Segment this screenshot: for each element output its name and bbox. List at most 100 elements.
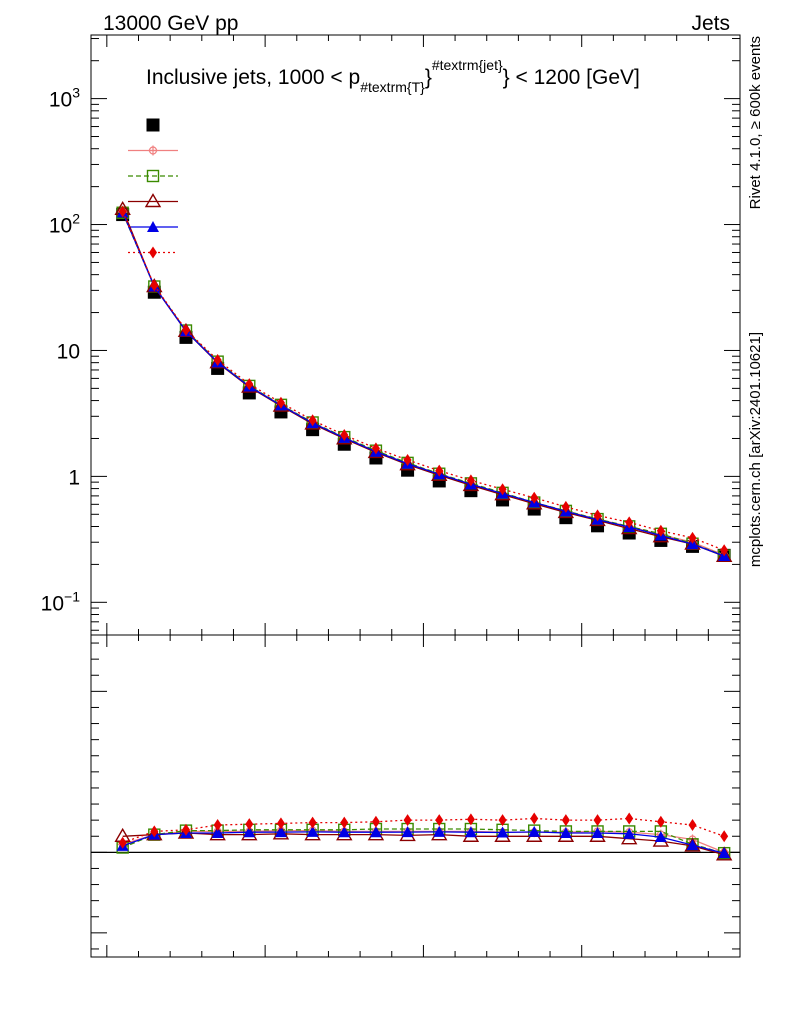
- series-herwig-7-2-1-default: [116, 206, 731, 562]
- legend-entry-herwig-7-2-1-default: [128, 169, 178, 183]
- series-sherpa-1-4-5-default: [118, 812, 729, 849]
- data-point-sherpa-1-4-5-default: [435, 464, 444, 477]
- main-ytick-label: 103: [49, 85, 80, 112]
- series-line-pythia-6-428-370: [122, 209, 725, 557]
- ytick-exponent: 3: [72, 85, 80, 101]
- data-point-pythia-8-315-default: [528, 825, 541, 837]
- ytick-base: 10: [49, 215, 72, 238]
- data-point-pythia-8-315-default: [591, 827, 604, 839]
- series-herwig-7-2-1-default: [116, 822, 731, 860]
- main-ytick-label: 1: [68, 466, 80, 489]
- data-point-pythia-8-315-default: [338, 826, 351, 838]
- series-atlas: [116, 208, 731, 562]
- header-left: 13000 GeV pp: [103, 12, 238, 35]
- data-point-sherpa-1-4-5-default: [308, 414, 317, 427]
- series-sherpa-1-4-5-default: [118, 205, 729, 557]
- legend-entry-epos-1-99-crmc-1-6-0-lhc: [128, 145, 178, 156]
- data-point-sherpa-1-4-5-default: [720, 830, 729, 843]
- series-line-herwig-7-2-1-default: [122, 212, 725, 557]
- header-right: Jets: [691, 12, 730, 35]
- data-point-sherpa-1-4-5-default: [245, 378, 254, 391]
- legend: [128, 118, 178, 259]
- data-point-pythia-8-315-default: [211, 827, 224, 839]
- series-line-epos-1-99-crmc-1-6-0-lhc: [122, 211, 725, 556]
- ytick-base: 10: [49, 89, 72, 112]
- data-point-sherpa-1-4-5-default: [498, 814, 507, 827]
- data-point-pythia-8-315-default: [654, 831, 667, 843]
- ytick-exponent: −1: [64, 588, 80, 604]
- data-point-pythia-6-428-370: [272, 397, 290, 412]
- data-point-pythia-8-315-default: [464, 826, 477, 838]
- data-point-pythia-6-428-370: [684, 837, 701, 852]
- mcplots-label: mcplots.cern.ch [arXiv:2401.10621]: [747, 332, 764, 567]
- data-point-pythia-8-315-default: [274, 826, 287, 838]
- data-point-sherpa-1-4-5-default: [498, 483, 507, 496]
- data-point-sherpa-1-4-5-default: [181, 324, 190, 337]
- data-point-sherpa-1-4-5-default: [688, 531, 697, 544]
- main-ytick-label: 10−1: [41, 588, 81, 615]
- data-point-sherpa-1-4-5-default: [530, 812, 539, 825]
- data-point-sherpa-1-4-5-default: [466, 474, 475, 487]
- main-title: Inclusive jets, 1000 < p#textrm{T}}#text…: [146, 57, 640, 95]
- data-point-sherpa-1-4-5-default: [118, 836, 127, 849]
- legend-marker-pythia-6-428-370: [144, 193, 162, 208]
- data-point-sherpa-1-4-5-default: [625, 516, 634, 529]
- data-point-sherpa-1-4-5-default: [213, 353, 222, 366]
- data-point-sherpa-1-4-5-default: [403, 814, 412, 827]
- data-point-sherpa-1-4-5-default: [435, 814, 444, 827]
- ytick-base: 10: [41, 592, 64, 615]
- title-subscript: #textrm{T}: [360, 79, 425, 95]
- rivet-version-label: Rivet 4.1.0, ≥ 600k events: [747, 36, 764, 209]
- data-point-pythia-8-315-default: [686, 839, 699, 851]
- data-point-pythia-6-428-370: [367, 444, 385, 459]
- legend-marker-atlas: [146, 118, 160, 132]
- data-point-sherpa-1-4-5-default: [530, 491, 539, 504]
- data-point-pythia-6-428-370: [431, 466, 448, 481]
- series-pythia-6-428-370: [114, 200, 733, 562]
- data-point-pythia-6-428-370: [652, 528, 670, 543]
- title-superscript: #textrm{jet}: [432, 57, 503, 73]
- data-point-sherpa-1-4-5-default: [213, 818, 222, 831]
- data-point-sherpa-1-4-5-default: [656, 815, 665, 828]
- data-point-sherpa-1-4-5-default: [340, 816, 349, 829]
- data-point-sherpa-1-4-5-default: [561, 814, 570, 827]
- data-point-sherpa-1-4-5-default: [720, 544, 729, 557]
- data-point-sherpa-1-4-5-default: [625, 812, 634, 825]
- data-point-sherpa-1-4-5-default: [593, 814, 602, 827]
- series-line-sherpa-1-4-5-default: [122, 211, 725, 551]
- data-point-pythia-6-428-370: [209, 354, 226, 369]
- legend-marker-pythia-8-315-default: [147, 221, 159, 232]
- data-point-pythia-6-428-370: [557, 504, 575, 519]
- ytick-exponent: 2: [72, 211, 80, 227]
- data-point-pythia-8-315-default: [306, 825, 319, 837]
- data-point-pythia-8-315-default: [369, 826, 382, 838]
- legend-entry-pythia-6-428-370: [128, 193, 178, 208]
- data-point-pythia-8-315-default: [718, 847, 731, 859]
- title-brace: }: [425, 66, 432, 89]
- data-point-sherpa-1-4-5-default: [150, 825, 159, 838]
- ytick-base: 1: [68, 466, 80, 489]
- legend-entry-sherpa-1-4-5-default: [128, 246, 178, 259]
- ratio-frame: [90, 634, 741, 958]
- data-point-sherpa-1-4-5-default: [308, 816, 317, 829]
- ytick-base: 10: [57, 340, 80, 363]
- data-point-sherpa-1-4-5-default: [371, 815, 380, 828]
- series-line-pythia-8-315-default: [122, 831, 725, 854]
- legend-entry-pythia-8-315-default: [128, 221, 178, 232]
- data-point-sherpa-1-4-5-default: [561, 500, 570, 513]
- main-ytick-label: 10: [57, 340, 80, 363]
- data-point-pythia-8-315-default: [433, 825, 446, 837]
- main-ytick-label: 102: [49, 211, 80, 238]
- data-point-sherpa-1-4-5-default: [688, 818, 697, 831]
- data-point-sherpa-1-4-5-default: [371, 442, 380, 455]
- legend-marker-herwig-7-2-1-default: [146, 169, 160, 183]
- data-point-sherpa-1-4-5-default: [656, 524, 665, 537]
- data-point-pythia-8-315-default: [623, 827, 636, 839]
- data-point-pythia-6-428-370: [336, 430, 353, 445]
- title-tail: } < 1200 [GeV]: [503, 66, 640, 89]
- data-point-sherpa-1-4-5-default: [150, 279, 159, 292]
- data-point-pythia-8-315-default: [559, 827, 572, 839]
- data-point-sherpa-1-4-5-default: [245, 818, 254, 831]
- data-point-pythia-6-428-370: [241, 378, 258, 393]
